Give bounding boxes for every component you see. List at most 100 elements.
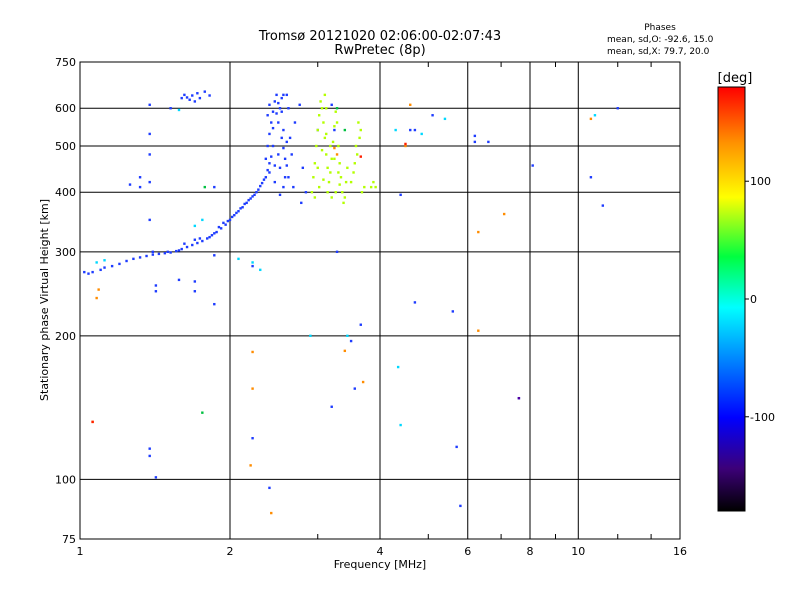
data-point [213, 185, 216, 189]
data-point [185, 245, 189, 249]
data-point [283, 176, 287, 179]
data-point [205, 237, 209, 240]
data-point [203, 185, 206, 189]
data-point [290, 153, 293, 156]
data-point [183, 93, 186, 97]
data-point [285, 164, 288, 167]
data-point [334, 191, 337, 194]
data-point [277, 121, 280, 124]
x-tick-label: 2 [227, 545, 234, 558]
data-point [259, 268, 262, 272]
data-point [399, 423, 402, 427]
data-point [301, 166, 305, 170]
data-point [352, 171, 355, 174]
data-point [99, 268, 102, 272]
data-point [358, 136, 361, 140]
data-point [282, 185, 285, 189]
data-point [233, 214, 236, 217]
colorbar-tick-label: 100 [750, 175, 771, 188]
colorbar-ticks: 100 0 -100 [745, 175, 775, 424]
data-point [166, 250, 169, 254]
data-point [91, 420, 94, 424]
data-point [326, 191, 329, 194]
data-point [151, 250, 155, 254]
data-point [151, 253, 155, 256]
data-point [285, 140, 288, 144]
data-point [280, 96, 283, 100]
data-point [431, 114, 434, 117]
data-point [396, 365, 400, 369]
data-point [266, 168, 269, 172]
data-point [413, 301, 417, 304]
data-point [313, 162, 317, 165]
data-point [138, 185, 142, 189]
colorbar [717, 86, 746, 512]
data-point [237, 257, 240, 261]
data-point [228, 218, 232, 222]
data-point [193, 224, 197, 228]
data-point [264, 176, 268, 179]
data-point [477, 329, 480, 332]
data-point [312, 176, 315, 179]
data-point [210, 234, 214, 237]
data-point [237, 209, 240, 213]
data-point [477, 230, 480, 234]
x-axis-label: Frequency [MHz] [334, 558, 426, 571]
data-point [273, 180, 276, 184]
data-point [288, 136, 292, 140]
data-point [266, 114, 269, 117]
data-point [343, 196, 347, 199]
data-point [208, 94, 211, 97]
data-point [268, 171, 271, 174]
data-point [325, 132, 328, 136]
data-point [354, 144, 358, 148]
data-point [191, 94, 194, 97]
data-point [275, 93, 278, 97]
data-point [355, 153, 359, 156]
data-point [343, 128, 347, 132]
data-point [148, 153, 151, 156]
data-point [333, 128, 336, 132]
data-point [280, 136, 283, 140]
data-point [271, 126, 275, 130]
phases-legend-o: mean, sd,O: -92.6, 15.0 [607, 35, 714, 45]
data-point [277, 101, 280, 105]
data-point [213, 254, 216, 257]
data-point [251, 437, 254, 440]
data-point [310, 191, 314, 194]
data-point [329, 171, 332, 174]
data-point [280, 110, 283, 113]
data-point [241, 206, 244, 209]
data-point [394, 128, 397, 132]
data-point [268, 132, 271, 136]
data-point [125, 259, 128, 263]
data-point [183, 242, 186, 245]
data-point [270, 155, 273, 158]
data-point [357, 121, 360, 124]
data-point [268, 162, 271, 165]
x-tick-label: 16 [673, 545, 687, 558]
data-point [326, 166, 329, 170]
y-tick-label: 75 [62, 533, 76, 546]
data-point [148, 454, 151, 458]
data-point [251, 387, 254, 390]
data-point [330, 196, 333, 199]
data-point [224, 223, 227, 226]
data-point [251, 350, 254, 354]
data-point [287, 176, 290, 179]
data-point [451, 310, 455, 313]
data-point [413, 128, 417, 132]
data-point [259, 184, 262, 188]
grid [79, 62, 681, 539]
data-point [282, 146, 285, 150]
x-tick-label: 4 [377, 545, 384, 558]
data-point [317, 185, 321, 189]
data-point [473, 140, 477, 144]
data-point [249, 197, 252, 200]
phases-legend-x: mean, sd,X: 79.7, 20.0 [607, 47, 710, 57]
data-point [193, 290, 197, 293]
data-point [487, 140, 490, 144]
y-axis-label: Stationary phase Virtual Height [km] [38, 199, 51, 401]
data-point [338, 162, 341, 165]
